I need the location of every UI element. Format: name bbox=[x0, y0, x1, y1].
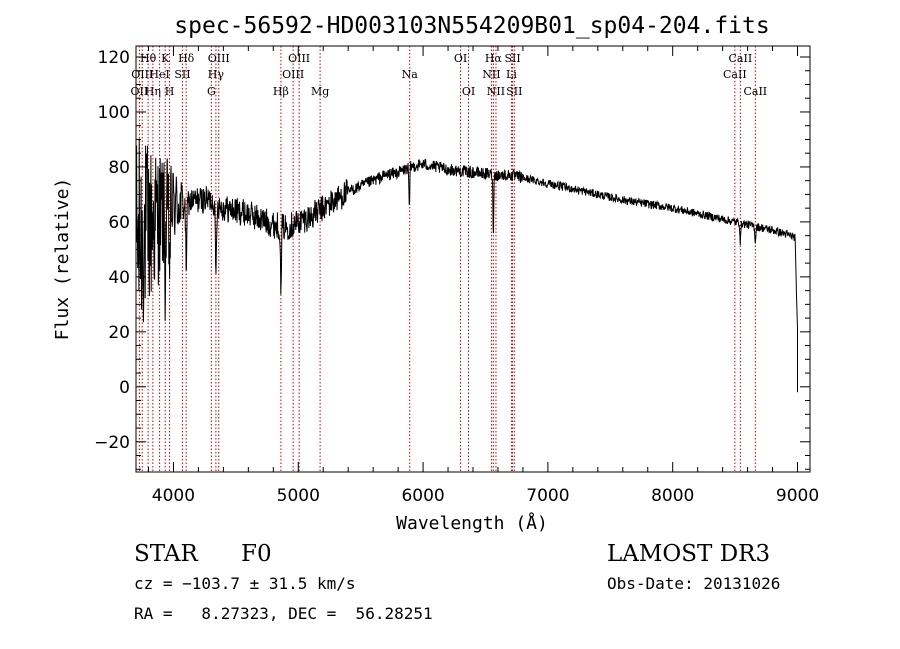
marker-label: SII bbox=[504, 52, 520, 65]
line-marker-labels: OII OIII Hθ Hη HeI K H SII Hδ G Hγ OIII Hβ OIII OIII Mg… bbox=[131, 52, 768, 98]
marker-label: Hβ bbox=[273, 85, 289, 98]
y-tick-label: 120 bbox=[98, 48, 130, 68]
marker-label: Hγ bbox=[208, 68, 225, 81]
marker-label: Hη bbox=[145, 85, 161, 98]
chart-title: spec-56592-HD003103N554209B01_sp04-204.f… bbox=[174, 13, 769, 39]
x-tick-label: 7000 bbox=[526, 486, 569, 506]
y-axis: −20 0 20 40 60 80 100 120 bbox=[94, 48, 810, 470]
marker-label: CaII bbox=[723, 68, 747, 81]
y-tick-label: −20 bbox=[94, 433, 130, 453]
x-tick-label: 9000 bbox=[776, 486, 819, 506]
marker-label: Hθ bbox=[140, 52, 157, 65]
x-axis-label: Wavelength (Å) bbox=[396, 512, 548, 534]
marker-label: Hδ bbox=[178, 52, 195, 65]
marker-label: Li bbox=[506, 68, 517, 81]
marker-label: CaII bbox=[729, 52, 753, 65]
marker-label: OIII bbox=[288, 52, 310, 65]
marker-label: SII bbox=[174, 68, 190, 81]
marker-label: Hα bbox=[485, 52, 503, 65]
x-tick-label: 4000 bbox=[152, 486, 195, 506]
marker-label: OI bbox=[462, 85, 475, 98]
marker-label: NII bbox=[482, 68, 500, 81]
marker-label: H bbox=[165, 85, 175, 98]
object-class: STAR bbox=[134, 541, 198, 567]
x-axis: 4000 5000 6000 7000 8000 9000 bbox=[147, 46, 819, 506]
y-axis-label: Flux (relative) bbox=[52, 178, 73, 341]
y-tick-label: 100 bbox=[98, 103, 130, 123]
coordinates: RA = 8.27323, DEC = 56.28251 bbox=[134, 604, 433, 623]
survey-name: LAMOST DR3 bbox=[607, 541, 770, 567]
marker-label: OIII bbox=[208, 52, 230, 65]
y-tick-label: 0 bbox=[119, 378, 130, 398]
marker-label: K bbox=[161, 52, 170, 65]
marker-label: NII bbox=[487, 85, 505, 98]
marker-label: G bbox=[207, 85, 216, 98]
x-tick-label: 5000 bbox=[277, 486, 320, 506]
observation-date: Obs-Date: 20131026 bbox=[607, 574, 780, 593]
y-tick-label: 60 bbox=[108, 213, 130, 233]
redshift-info: cz = −103.7 ± 31.5 km/s bbox=[134, 574, 356, 593]
spectral-subclass: F0 bbox=[241, 541, 272, 567]
plot-frame bbox=[135, 45, 811, 473]
spectrum-line bbox=[136, 138, 798, 393]
y-tick-label: 40 bbox=[108, 268, 130, 288]
line-markers bbox=[138, 46, 756, 472]
x-tick-label: 6000 bbox=[401, 486, 444, 506]
y-tick-label: 20 bbox=[108, 323, 130, 343]
marker-label: HeI bbox=[149, 68, 169, 81]
marker-label: SII bbox=[506, 85, 522, 98]
marker-label: CaII bbox=[743, 85, 767, 98]
marker-label: OI bbox=[454, 52, 467, 65]
marker-label: OIII bbox=[131, 68, 153, 81]
marker-label: OIII bbox=[282, 68, 304, 81]
marker-label: OII bbox=[131, 85, 149, 98]
marker-label: Mg bbox=[311, 85, 329, 98]
marker-label: Na bbox=[402, 68, 419, 81]
x-tick-label: 8000 bbox=[651, 486, 694, 506]
y-tick-label: 80 bbox=[108, 158, 130, 178]
